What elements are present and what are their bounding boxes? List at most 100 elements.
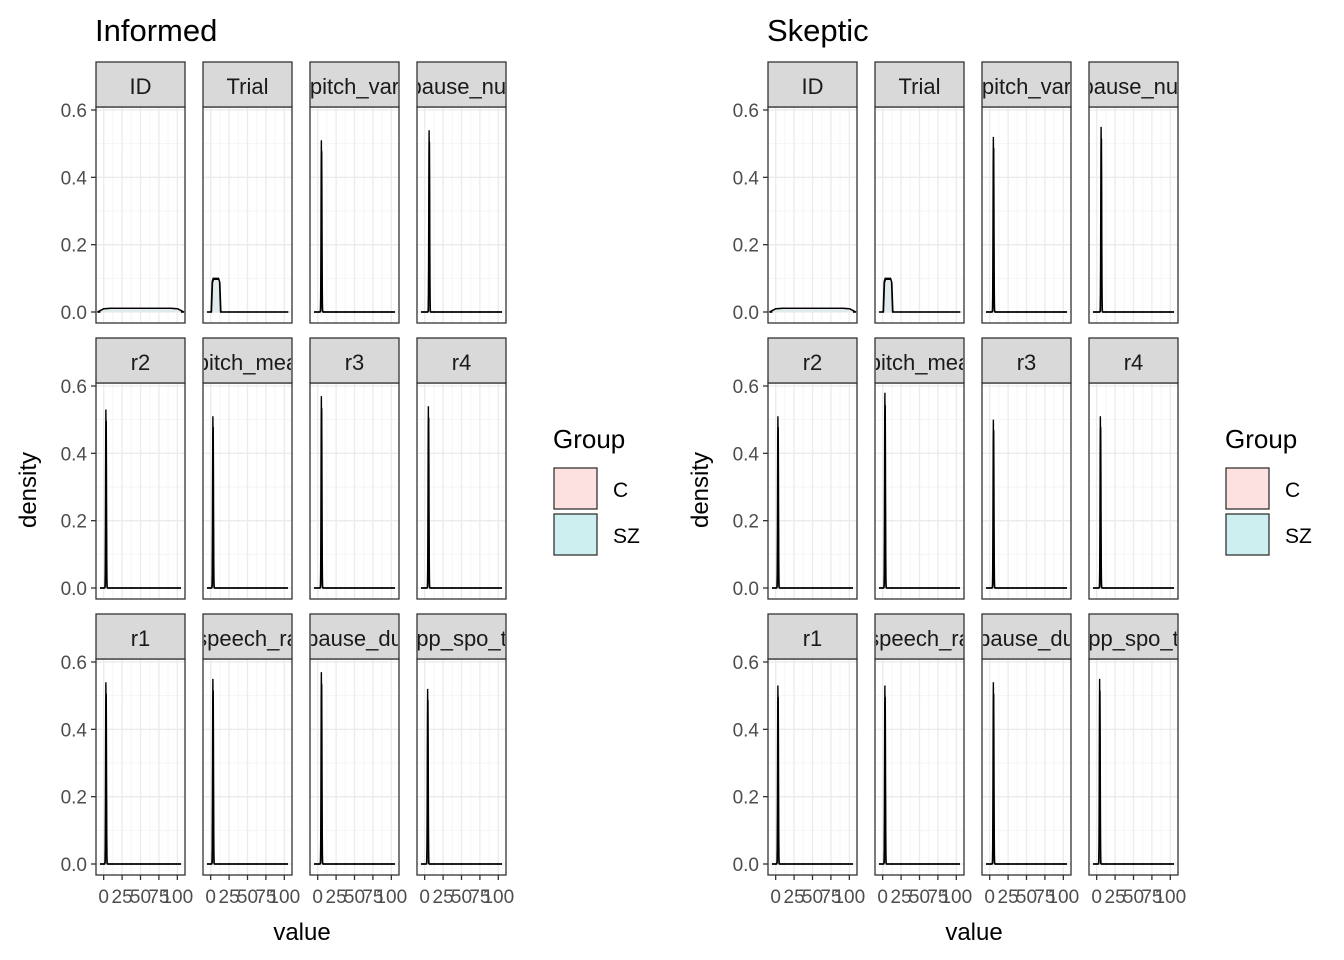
x-tick-label: 0 <box>312 887 323 908</box>
y-tick-label: 0.4 <box>61 720 88 741</box>
density-line-2 <box>1093 427 1174 589</box>
density-line-2 <box>421 700 502 865</box>
facet-label: pitch_mea <box>197 350 299 375</box>
density-line-2 <box>879 696 960 865</box>
density-layer <box>207 277 289 313</box>
density-layer <box>879 685 960 865</box>
facet-label: r3 <box>345 350 365 375</box>
facet-strip <box>416 613 507 660</box>
density-layer <box>314 672 395 865</box>
strip-label-layer: pause_nur <box>418 74 505 99</box>
x-tick-label: 0 <box>877 887 888 908</box>
density-line-2 <box>769 307 857 313</box>
facet-strip <box>416 61 507 108</box>
facet-pitch-mea: pitch_mea <box>197 337 299 600</box>
density-line-2 <box>772 427 853 589</box>
strip-label-layer: pause_du <box>978 626 1075 651</box>
facet-strip <box>874 337 965 384</box>
facet-label: r4 <box>1124 350 1144 375</box>
density-line-2 <box>207 427 288 589</box>
density-layer <box>314 140 395 313</box>
y-axis-title: density <box>687 452 714 528</box>
facet-label: Trial <box>899 74 941 99</box>
x-tick-label: 50 <box>451 887 472 908</box>
facet-label: ID <box>802 74 824 99</box>
y-axis-title: density <box>15 452 42 528</box>
density-line-2 <box>986 430 1067 589</box>
density-layer <box>314 396 395 589</box>
facet-label: r1 <box>803 626 823 651</box>
density-layer <box>769 307 857 313</box>
legend-key-c <box>1225 467 1270 510</box>
facet-strip <box>202 61 293 108</box>
density-fill-c <box>769 308 856 312</box>
density-line-2 <box>879 278 961 313</box>
density-line-2 <box>314 151 395 313</box>
density-line-2 <box>421 417 502 589</box>
density-fill-sz <box>211 278 221 312</box>
strip-label-layer: pitch_mea <box>197 350 299 375</box>
strip-label-layer: pause_du <box>311 626 398 651</box>
facet-strip <box>309 61 400 108</box>
facet-r4: r4 <box>1088 337 1179 600</box>
x-tick-label: 25 <box>326 887 347 908</box>
density-layer <box>879 277 961 313</box>
y-tick-label: 0.0 <box>61 855 87 876</box>
x-tick-label: 75 <box>469 887 490 908</box>
legend-key-sz <box>553 513 598 556</box>
density-layer <box>986 136 1067 313</box>
x-tick-label: 100 <box>1047 887 1079 908</box>
density-line-2 <box>421 141 502 313</box>
facet-id: ID 0.0 0.2 0.4 0.6 <box>733 61 858 324</box>
density-line-2 <box>772 696 853 865</box>
facet-trial: Trial <box>874 61 965 324</box>
x-tick-label: 100 <box>268 887 300 908</box>
y-tick-label: 0.2 <box>733 788 759 809</box>
x-tick-label: 25 <box>784 887 805 908</box>
legend-label-sz: SZ <box>1285 525 1312 548</box>
y-tick-label: 0.4 <box>61 444 88 465</box>
density-layer <box>421 130 502 313</box>
density-line-2 <box>986 693 1067 865</box>
x-tick-label: 50 <box>237 887 258 908</box>
density-layer <box>772 685 853 865</box>
y-tick-label: 0.0 <box>61 579 87 600</box>
density-fill-c <box>883 278 893 312</box>
legend: Group C SZ <box>1225 424 1312 556</box>
facet-label: pitch_var <box>310 74 399 99</box>
legend-key-c <box>553 467 598 510</box>
facet-r4: r4 <box>416 337 507 600</box>
strip-label-layer: pitch_var <box>983 74 1070 99</box>
density-layer <box>421 688 502 865</box>
x-tick-label: 0 <box>770 887 781 908</box>
density-layer <box>100 409 181 589</box>
density-layer <box>100 682 181 865</box>
legend-title: Group <box>1225 424 1297 454</box>
facet-pitch-mea: pitch_mea <box>874 337 965 600</box>
facet-strip <box>202 613 293 660</box>
legend-label-sz: SZ <box>613 525 640 548</box>
y-tick-label: 0.6 <box>61 653 87 674</box>
facet-strip <box>1088 613 1179 660</box>
facet-label: pause_du <box>978 626 1075 651</box>
density-layer <box>1093 416 1174 589</box>
density-layer <box>986 419 1067 589</box>
chart-title: Informed <box>95 13 217 48</box>
facet-strip <box>309 613 400 660</box>
facet-id: ID 0.0 0.2 0.4 0.6 <box>61 61 186 324</box>
x-tick-label: 75 <box>362 887 383 908</box>
x-tick-label: 50 <box>130 887 151 908</box>
x-tick-label: 100 <box>833 887 865 908</box>
x-tick-label: 25 <box>891 887 912 908</box>
density-line-2 <box>207 278 289 313</box>
x-tick-label: 25 <box>998 887 1019 908</box>
x-tick-label: 25 <box>433 887 454 908</box>
x-tick-label: 100 <box>940 887 972 908</box>
x-tick-label: 100 <box>375 887 407 908</box>
density-layer <box>986 682 1067 865</box>
y-tick-label: 0.4 <box>733 444 760 465</box>
facet-label: r3 <box>1017 350 1037 375</box>
